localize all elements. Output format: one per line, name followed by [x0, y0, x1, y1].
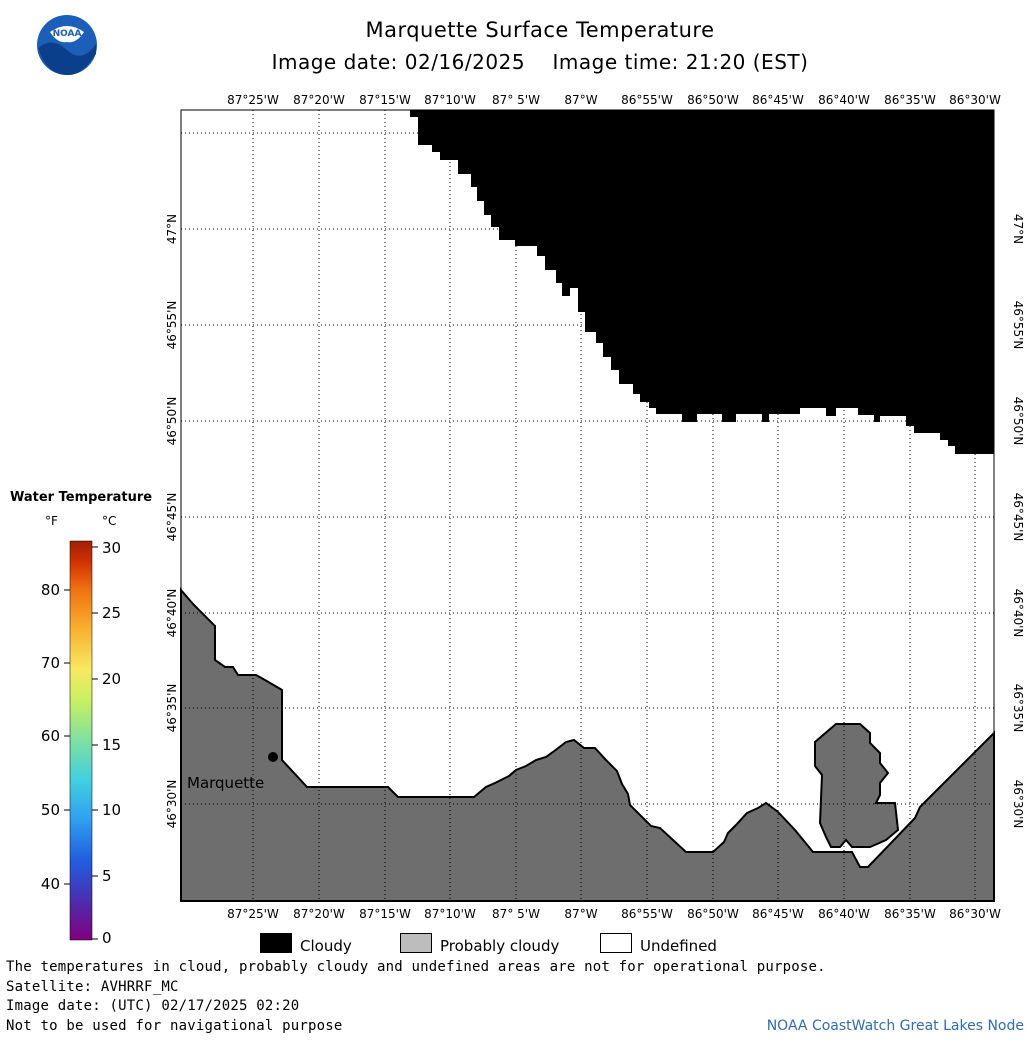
map-title: Marquette Surface Temperature: [365, 18, 715, 42]
cloud-region: [410, 110, 994, 454]
lon-label: 86°55'W: [621, 907, 673, 921]
marquette-city-marker: [268, 752, 278, 762]
colorbar-unit-f: °F: [45, 514, 58, 528]
lon-labels-bottom: 87°25'W 87°20'W 87°15'W 87°10'W 87° 5'W …: [227, 907, 1001, 921]
lat-label: 46°35'N: [165, 684, 179, 733]
lon-label: 86°30'W: [949, 93, 1001, 107]
lon-label: 86°30'W: [949, 907, 1001, 921]
lat-labels-right: 47°N 46°55'N 46°50'N 46°45'N 46°40'N 46°…: [1011, 214, 1025, 829]
lat-label: 46°55'N: [1011, 301, 1025, 350]
island-shape: [814, 723, 900, 848]
footer-note: The temperatures in cloud, probably clou…: [6, 959, 826, 975]
lat-label: 46°45'N: [165, 493, 179, 542]
lat-label: 46°45'N: [1011, 493, 1025, 542]
lat-label: 46°40'N: [165, 589, 179, 638]
lon-label: 86°50'W: [687, 907, 739, 921]
lon-label: 86°40'W: [818, 907, 870, 921]
lon-label: 87°10'W: [424, 93, 476, 107]
colorbar-f-labels: 80 70 60 50 40: [41, 581, 60, 893]
lon-label: 87°25'W: [227, 93, 279, 107]
lon-label: 87°W: [564, 93, 597, 107]
c-tick-label: 10: [102, 801, 121, 819]
f-tick-label: 40: [41, 875, 60, 893]
lon-label: 87°10'W: [424, 907, 476, 921]
lon-label: 87° 5'W: [492, 93, 540, 107]
colorbar-ticks: [64, 546, 98, 940]
lat-label: 46°40'N: [1011, 589, 1025, 638]
colorbar-title: Water Temperature: [10, 490, 153, 505]
lon-labels-top: 87°25'W 87°20'W 87°15'W 87°10'W 87° 5'W …: [227, 93, 1001, 107]
lon-label: 86°45'W: [752, 93, 804, 107]
footer-satellite: Satellite: AVHRRF_MC: [6, 979, 179, 995]
c-tick-label: 20: [102, 670, 121, 688]
c-tick-label: 0: [102, 929, 112, 947]
noaa-logo-icon: NOAA: [37, 15, 97, 76]
lat-labels-left: 47°N 46°55'N 46°50'N 46°45'N 46°40'N 46°…: [165, 214, 179, 829]
lon-label: 86°35'W: [884, 93, 936, 107]
lon-label: 87° 5'W: [492, 907, 540, 921]
lon-label: 86°55'W: [621, 93, 673, 107]
colorbar-unit-c: °C: [102, 514, 117, 528]
f-tick-label: 60: [41, 727, 60, 745]
lat-label: 47°N: [1011, 214, 1025, 244]
lat-label: 46°55'N: [165, 301, 179, 350]
image-date-label: Image date: 02/16/2025: [271, 50, 526, 74]
lon-label: 86°35'W: [884, 907, 936, 921]
map-subtitle: Image date: 02/16/2025 Image time: 21:20…: [180, 50, 900, 74]
noaa-logo-text: NOAA: [53, 29, 82, 39]
legend-swatch-cloudy: [260, 933, 292, 953]
legend-swatch-undefined: [600, 933, 632, 953]
c-tick-label: 15: [102, 736, 121, 754]
f-tick-label: 80: [41, 581, 60, 599]
legend-label-probably-cloudy: Probably cloudy: [440, 937, 560, 955]
f-tick-label: 50: [41, 801, 60, 819]
lon-label: 87°20'W: [293, 907, 345, 921]
legend-label-undefined: Undefined: [640, 937, 717, 955]
lat-label: 46°50'N: [1011, 397, 1025, 446]
lon-label: 86°45'W: [752, 907, 804, 921]
lat-label: 46°30'N: [165, 780, 179, 829]
land-area: [180, 587, 995, 902]
footer-nav-warning: Not to be used for navigational purpose: [6, 1018, 343, 1034]
footer-utc-date: Image date: (UTC) 02/17/2025 02:20: [6, 998, 300, 1014]
c-tick-label: 5: [102, 867, 112, 885]
lon-label: 87°25'W: [227, 907, 279, 921]
footer-credit: NOAA CoastWatch Great Lakes Node: [766, 1018, 1024, 1034]
c-tick-label: 25: [102, 604, 121, 622]
lon-label: 87°15'W: [359, 93, 411, 107]
colorbar-c-labels: 30 25 20 15 10 5 0: [102, 539, 121, 947]
image-time-label: Image time: 21:20 (EST): [552, 50, 809, 74]
lat-label: 46°30'N: [1011, 780, 1025, 829]
lon-label: 87°W: [564, 907, 597, 921]
legend-label-cloudy: Cloudy: [300, 937, 352, 955]
colorbar: [69, 540, 93, 941]
legend-swatch-probably-cloudy: [400, 933, 432, 953]
lon-label: 86°50'W: [687, 93, 739, 107]
lon-label: 87°20'W: [293, 93, 345, 107]
f-tick-label: 70: [41, 654, 60, 672]
lon-label: 87°15'W: [359, 907, 411, 921]
lat-label: 46°50'N: [165, 397, 179, 446]
lat-label: 46°35'N: [1011, 684, 1025, 733]
lat-label: 47°N: [165, 214, 179, 244]
c-tick-label: 30: [102, 539, 121, 557]
lon-label: 86°40'W: [818, 93, 870, 107]
marquette-city-label: Marquette: [187, 774, 264, 792]
